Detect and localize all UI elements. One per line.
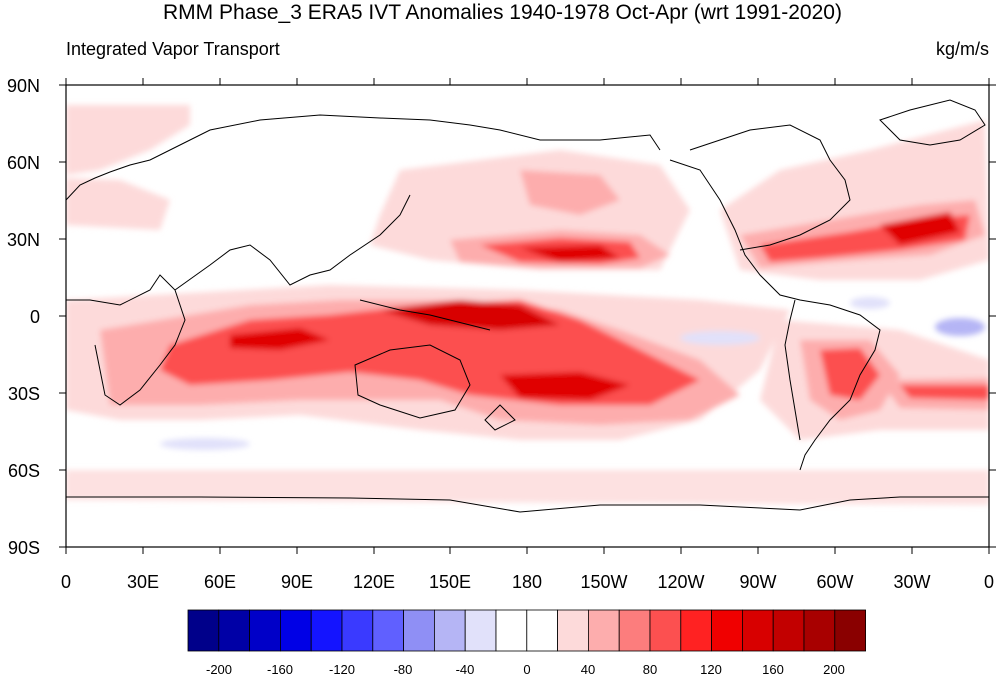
- colorbar: [187, 609, 866, 652]
- colorbar-label: 40: [581, 662, 595, 676]
- lon-label: 60W: [816, 572, 853, 592]
- colorbar-label: 0: [523, 662, 530, 676]
- longitude-labels: 0 30E 60E 90E 120E 150E 180 150W 120W 90…: [61, 572, 994, 592]
- colorbar-label: -200: [206, 662, 232, 676]
- lon-label: 120W: [657, 572, 704, 592]
- colorbar-box: [372, 609, 404, 652]
- lat-label: 90N: [7, 76, 40, 96]
- colorbar-box: [834, 609, 866, 652]
- colorbar-box: [742, 609, 774, 652]
- lat-label: 90S: [8, 538, 40, 558]
- colorbar-labels: -200 -160 -120 -80 -40 0 40 80 120 160 2…: [206, 662, 845, 676]
- colorbar-box: [218, 609, 251, 652]
- lat-label: 0: [30, 307, 40, 327]
- colorbar-box: [279, 609, 312, 652]
- colorbar-box: [680, 609, 712, 652]
- lon-label: 120E: [353, 572, 395, 592]
- colorbar-box: [526, 609, 558, 652]
- colorbar-box: [557, 609, 589, 652]
- lon-label: 90E: [281, 572, 313, 592]
- colorbar-label: 200: [823, 662, 845, 676]
- lon-label: 30W: [893, 572, 930, 592]
- colorbar-label: 160: [762, 662, 784, 676]
- latitude-labels: 90N 60N 30N 0 30S 60S 90S: [7, 76, 40, 558]
- lon-label: 0: [984, 572, 994, 592]
- colorbar-box: [588, 609, 620, 652]
- colorbar-box: [433, 609, 466, 652]
- colorbar-box: [249, 609, 281, 652]
- lat-label: 30S: [8, 384, 40, 404]
- colorbar-label: 80: [643, 662, 657, 676]
- lon-label: 150E: [429, 572, 471, 592]
- lon-label: 180: [512, 572, 542, 592]
- map-title: RMM Phase_3 ERA5 IVT Anomalies 1940-1978…: [163, 1, 842, 24]
- colorbar-label: 120: [700, 662, 722, 676]
- colorbar-label: -160: [267, 662, 293, 676]
- colorbar-label: -40: [456, 662, 475, 676]
- colorbar-box: [618, 609, 651, 652]
- colorbar-box: [403, 609, 435, 652]
- lat-label: 60S: [8, 461, 40, 481]
- colorbar-box: [649, 609, 682, 652]
- lat-label: 60N: [7, 153, 40, 173]
- lon-label: 0: [61, 572, 71, 592]
- colorbar-box: [341, 609, 374, 652]
- colorbar-box: [803, 609, 836, 652]
- lon-label: 90W: [739, 572, 776, 592]
- lon-label: 60E: [204, 572, 236, 592]
- colorbar-box: [772, 609, 805, 652]
- colorbar-box: [187, 609, 220, 652]
- variable-label: Integrated Vapor Transport: [66, 39, 280, 59]
- lon-label: 30E: [127, 572, 159, 592]
- colorbar-box: [495, 609, 528, 652]
- colorbar-box: [464, 609, 497, 652]
- colorbar-box: [310, 609, 343, 652]
- colorbar-box: [711, 609, 743, 652]
- coastlines: [66, 99, 989, 513]
- colorbar-label: -80: [394, 662, 413, 676]
- axis-ticks: [59, 78, 996, 554]
- units-label: kg/m/s: [935, 39, 989, 59]
- lat-label: 30N: [7, 230, 40, 250]
- ivt-anomaly-field: [66, 105, 989, 505]
- lon-label: 150W: [580, 572, 627, 592]
- colorbar-label: -120: [329, 662, 355, 676]
